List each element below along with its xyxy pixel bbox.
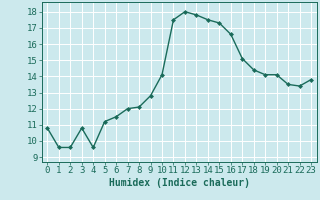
X-axis label: Humidex (Indice chaleur): Humidex (Indice chaleur) [109, 178, 250, 188]
